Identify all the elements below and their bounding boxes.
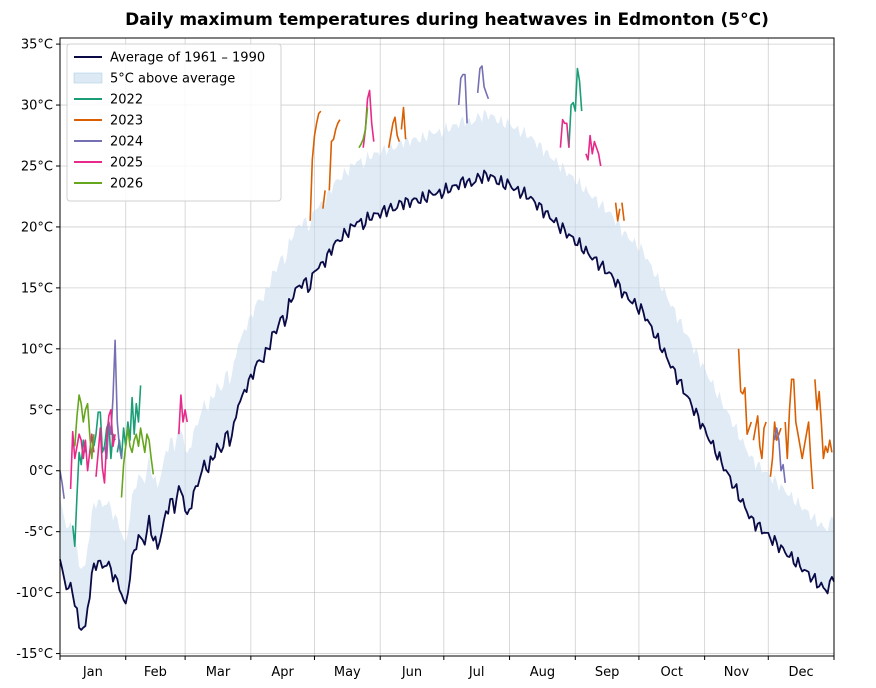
y-tick-label: 25°C <box>21 159 53 174</box>
legend-box <box>66 43 282 202</box>
series-line-2026 <box>358 107 369 149</box>
series-line-2025 <box>69 430 95 490</box>
series-line-2023 <box>814 379 833 460</box>
average-line <box>59 169 835 631</box>
series-line-2024 <box>476 65 490 100</box>
chart-title: Daily maximum temperatures during heatwa… <box>125 10 769 30</box>
series-line-2023 <box>387 116 401 148</box>
legend-label: 2024 <box>110 135 143 150</box>
y-tick-label: 5°C <box>29 403 53 418</box>
legend-label: 2023 <box>110 114 143 129</box>
y-tick-label: 10°C <box>21 342 53 357</box>
band-area <box>60 109 834 630</box>
series-line-2023 <box>328 119 341 191</box>
series-line-2024 <box>59 470 65 499</box>
x-tick-label: Jul <box>468 665 485 680</box>
x-tick-label: Sep <box>595 665 620 680</box>
series-2026 <box>74 107 369 498</box>
average-layer <box>59 169 835 631</box>
series-layer <box>59 65 833 548</box>
series-line-2025 <box>585 134 602 167</box>
x-tick-label: Feb <box>144 665 167 680</box>
series-line-2025 <box>362 89 375 148</box>
y-tick-label: 30°C <box>21 99 53 114</box>
y-tick-label: 35°C <box>21 38 53 53</box>
axes-layer: 35°C 30°C 25°C 20°C 15°C 10°C 5°C 0°C -5°C -10°C -… <box>16 38 835 680</box>
y-tick-label: -5°C <box>24 525 53 540</box>
band-layer <box>60 109 834 630</box>
y-tick-label: 15°C <box>21 281 53 296</box>
y-tick-label: 20°C <box>21 220 53 235</box>
legend-label: 5°C above average <box>110 72 235 87</box>
series-line-2022 <box>568 67 583 148</box>
series-line-2025 <box>95 408 116 484</box>
series-line-2024 <box>773 427 786 483</box>
series-line-2023 <box>322 190 326 209</box>
series-line-2026 <box>74 394 95 460</box>
series-line-2023 <box>621 202 625 221</box>
series-line-2023 <box>784 378 814 490</box>
legend-label: 2022 <box>110 93 143 108</box>
series-line-2023 <box>752 415 767 460</box>
legend-label: Average of 1961 – 1990 <box>110 51 265 66</box>
y-tick-label: -10°C <box>16 586 53 601</box>
series-line-2022 <box>116 385 142 460</box>
y-tick-label: 0°C <box>29 464 53 479</box>
x-tick-label: Nov <box>724 665 750 680</box>
series-line-2024 <box>103 339 123 460</box>
x-tick-label: Aug <box>530 665 555 680</box>
x-tick-label: Dec <box>789 665 814 680</box>
series-line-2023 <box>400 106 407 140</box>
x-tick-label: Jun <box>401 665 422 680</box>
x-tick-label: Mar <box>206 665 231 680</box>
series-line-2024 <box>457 73 468 124</box>
x-tick-label: Apr <box>271 665 294 680</box>
series-line-2025 <box>559 118 570 148</box>
x-tick-label: Jan <box>82 665 103 680</box>
series-line-2023 <box>614 202 621 222</box>
series-line-2025 <box>178 394 188 435</box>
legend-label: 2026 <box>110 177 143 192</box>
series-line-2023 <box>737 348 753 436</box>
legend: Average of 1961 – 1990 5°C above average 2… <box>66 43 282 202</box>
series-2024 <box>59 65 786 499</box>
legend-label: 2025 <box>110 156 143 171</box>
plot-frame <box>59 37 835 657</box>
x-tick-label: May <box>334 665 361 680</box>
series-line-2022 <box>71 439 87 548</box>
y-tick-label: -15°C <box>16 647 53 662</box>
x-tick-label: Oct <box>661 665 683 680</box>
series-line-2023 <box>309 110 322 221</box>
legend-swatch <box>73 72 103 84</box>
series-line-2026 <box>120 427 155 498</box>
